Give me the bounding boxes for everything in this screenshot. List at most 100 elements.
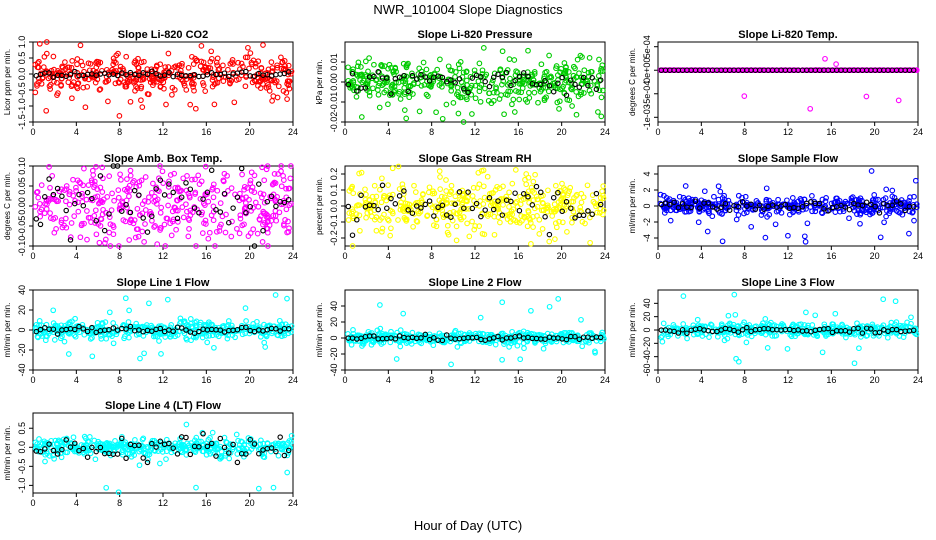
mean-point bbox=[499, 212, 506, 218]
data-point bbox=[124, 176, 130, 182]
data-point bbox=[717, 188, 724, 195]
data-point bbox=[38, 206, 45, 213]
data-point bbox=[790, 201, 797, 208]
data-point bbox=[392, 64, 399, 71]
mean-point bbox=[110, 325, 117, 331]
mean-point bbox=[247, 203, 253, 210]
mean-point bbox=[439, 74, 446, 81]
data-point bbox=[101, 331, 108, 337]
mean-point bbox=[667, 201, 673, 208]
data-point bbox=[433, 109, 439, 116]
data-point bbox=[58, 219, 65, 226]
data-point bbox=[286, 225, 292, 232]
data-point bbox=[69, 95, 75, 102]
data-point bbox=[579, 81, 585, 88]
data-point bbox=[66, 64, 72, 71]
data-point bbox=[126, 78, 132, 85]
data-point bbox=[115, 194, 122, 201]
mean-point bbox=[349, 70, 356, 77]
mean-point bbox=[859, 202, 866, 209]
data-point bbox=[102, 79, 109, 85]
data-point bbox=[884, 334, 891, 341]
y-tick-label: -1.0 bbox=[17, 98, 27, 114]
mean-point bbox=[486, 83, 493, 90]
mean-point bbox=[478, 213, 484, 220]
mean-point bbox=[396, 193, 403, 199]
mean-point bbox=[568, 205, 574, 211]
mean-point bbox=[876, 329, 883, 336]
data-point bbox=[132, 58, 139, 64]
data-point bbox=[452, 327, 459, 334]
y-tick-label: 0.2 bbox=[329, 168, 339, 181]
data-point bbox=[891, 199, 897, 206]
data-point bbox=[423, 66, 430, 73]
data-point bbox=[448, 182, 455, 189]
data-point bbox=[579, 218, 586, 225]
data-point bbox=[696, 208, 703, 215]
data-point bbox=[438, 193, 445, 200]
mean-point bbox=[243, 209, 249, 216]
mean-point bbox=[234, 326, 241, 333]
data-point bbox=[210, 203, 217, 210]
data-point bbox=[156, 338, 162, 344]
data-point bbox=[511, 109, 518, 115]
y-tick-label: -2 bbox=[642, 218, 652, 226]
mean-point bbox=[593, 190, 600, 197]
data-point bbox=[286, 85, 293, 92]
data-point bbox=[266, 88, 273, 94]
data-point bbox=[269, 98, 275, 104]
data-point bbox=[384, 77, 391, 84]
data-point bbox=[270, 484, 277, 491]
x-tick-label: 12 bbox=[158, 127, 168, 137]
data-point bbox=[366, 55, 372, 61]
data-point bbox=[166, 70, 173, 77]
mean-point bbox=[910, 204, 917, 210]
data-point bbox=[706, 334, 712, 340]
mean-point bbox=[157, 325, 164, 332]
mean-point bbox=[200, 196, 206, 202]
x-tick-label: 24 bbox=[288, 375, 298, 385]
data-point bbox=[789, 195, 796, 201]
data-point bbox=[229, 446, 236, 453]
data-point bbox=[498, 92, 504, 98]
data-point bbox=[532, 171, 538, 178]
data-point bbox=[349, 84, 356, 91]
data-point bbox=[531, 89, 538, 96]
mean-point bbox=[67, 71, 74, 78]
data-point bbox=[888, 319, 895, 326]
data-point bbox=[413, 218, 420, 224]
data-point bbox=[594, 209, 600, 216]
data-point bbox=[210, 181, 217, 188]
data-point bbox=[154, 241, 161, 247]
data-point bbox=[106, 309, 113, 316]
mean-point bbox=[435, 204, 441, 211]
mean-point bbox=[418, 335, 424, 341]
data-point bbox=[423, 91, 430, 98]
data-point bbox=[569, 214, 576, 221]
data-point bbox=[264, 219, 271, 225]
data-point bbox=[868, 168, 875, 174]
data-point bbox=[159, 168, 166, 175]
mean-point bbox=[93, 218, 99, 224]
data-point bbox=[578, 89, 585, 96]
data-point bbox=[271, 171, 278, 177]
data-point bbox=[493, 85, 499, 92]
data-point bbox=[472, 95, 479, 102]
data-point bbox=[545, 187, 551, 194]
mean-point bbox=[46, 70, 52, 76]
mean-point bbox=[178, 325, 185, 331]
data-point bbox=[154, 78, 160, 85]
data-point bbox=[120, 217, 127, 223]
data-point bbox=[255, 203, 262, 210]
data-point bbox=[283, 89, 290, 96]
data-point bbox=[912, 330, 918, 337]
data-point bbox=[743, 339, 750, 346]
data-point bbox=[512, 88, 519, 94]
data-point bbox=[226, 77, 233, 83]
data-point bbox=[32, 203, 39, 210]
data-point bbox=[599, 62, 606, 69]
data-point bbox=[145, 456, 151, 463]
data-point bbox=[130, 448, 137, 455]
data-point bbox=[458, 330, 464, 337]
